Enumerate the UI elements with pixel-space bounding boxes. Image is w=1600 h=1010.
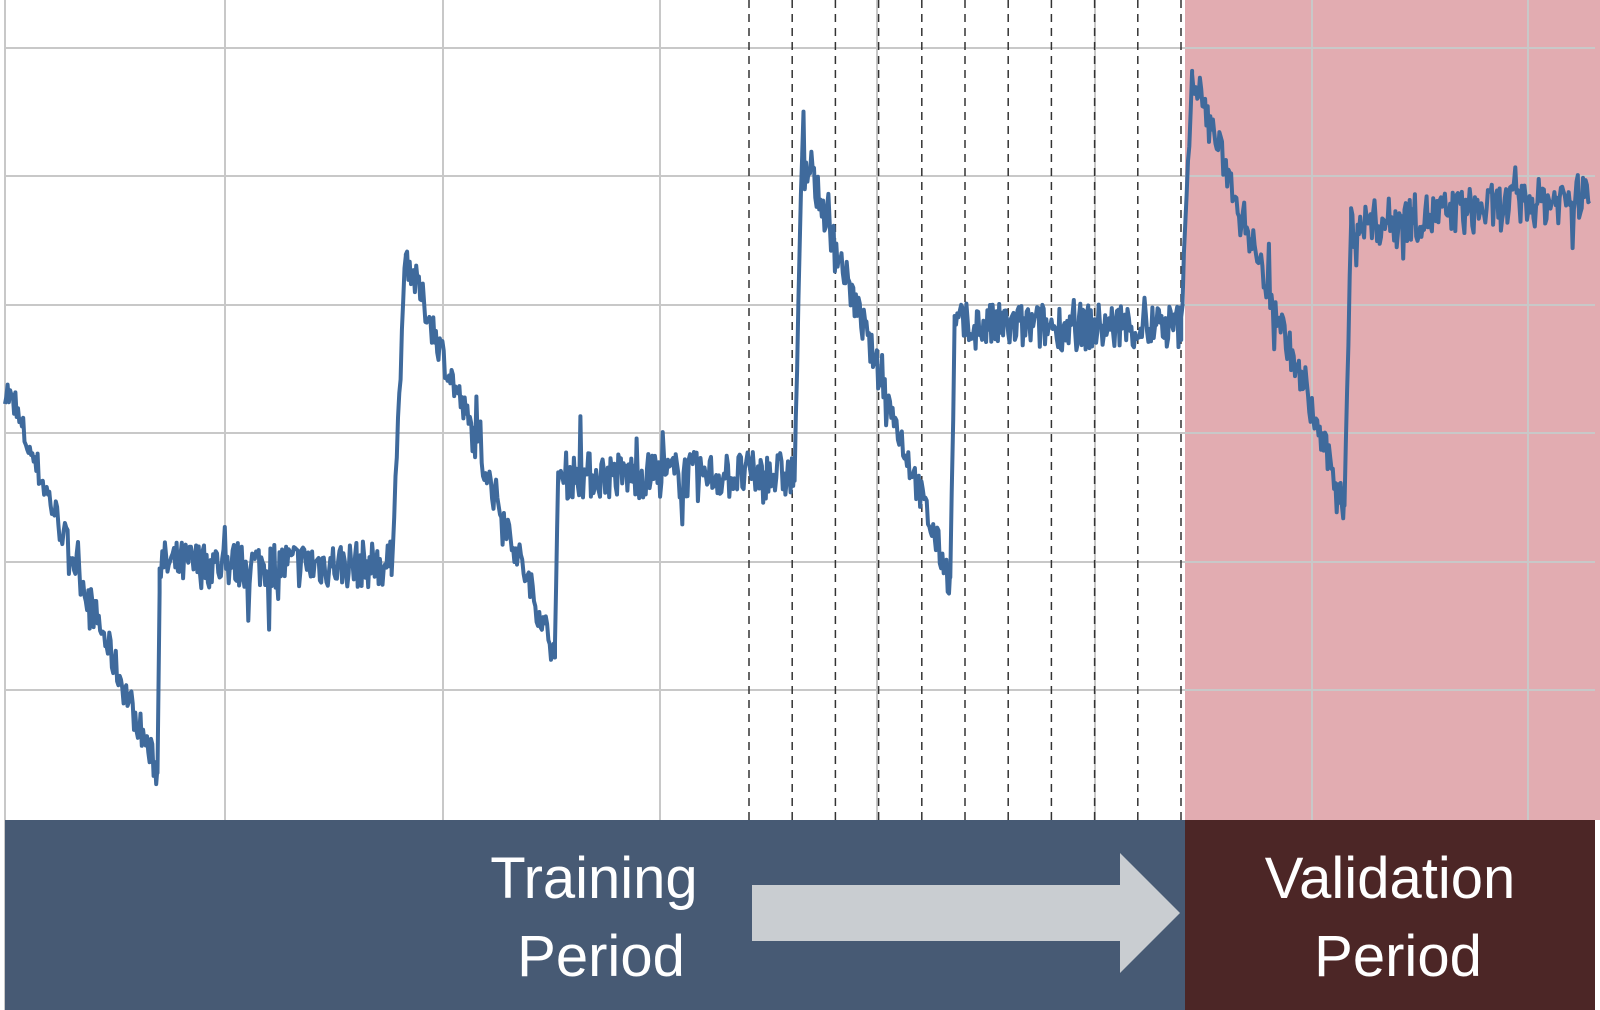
- validation-label-line2: Period: [1314, 924, 1482, 989]
- series-line: [3, 68, 1592, 787]
- dashed-grid: [748, 0, 1182, 820]
- arrow-right-icon: [752, 853, 1180, 973]
- validation-region: [1185, 0, 1600, 820]
- training-label-line2: Period: [517, 924, 685, 989]
- validation-period-band: [1185, 820, 1595, 1010]
- validation-label-line1: Validation: [1265, 846, 1515, 911]
- training-label-line1: Training: [490, 846, 697, 911]
